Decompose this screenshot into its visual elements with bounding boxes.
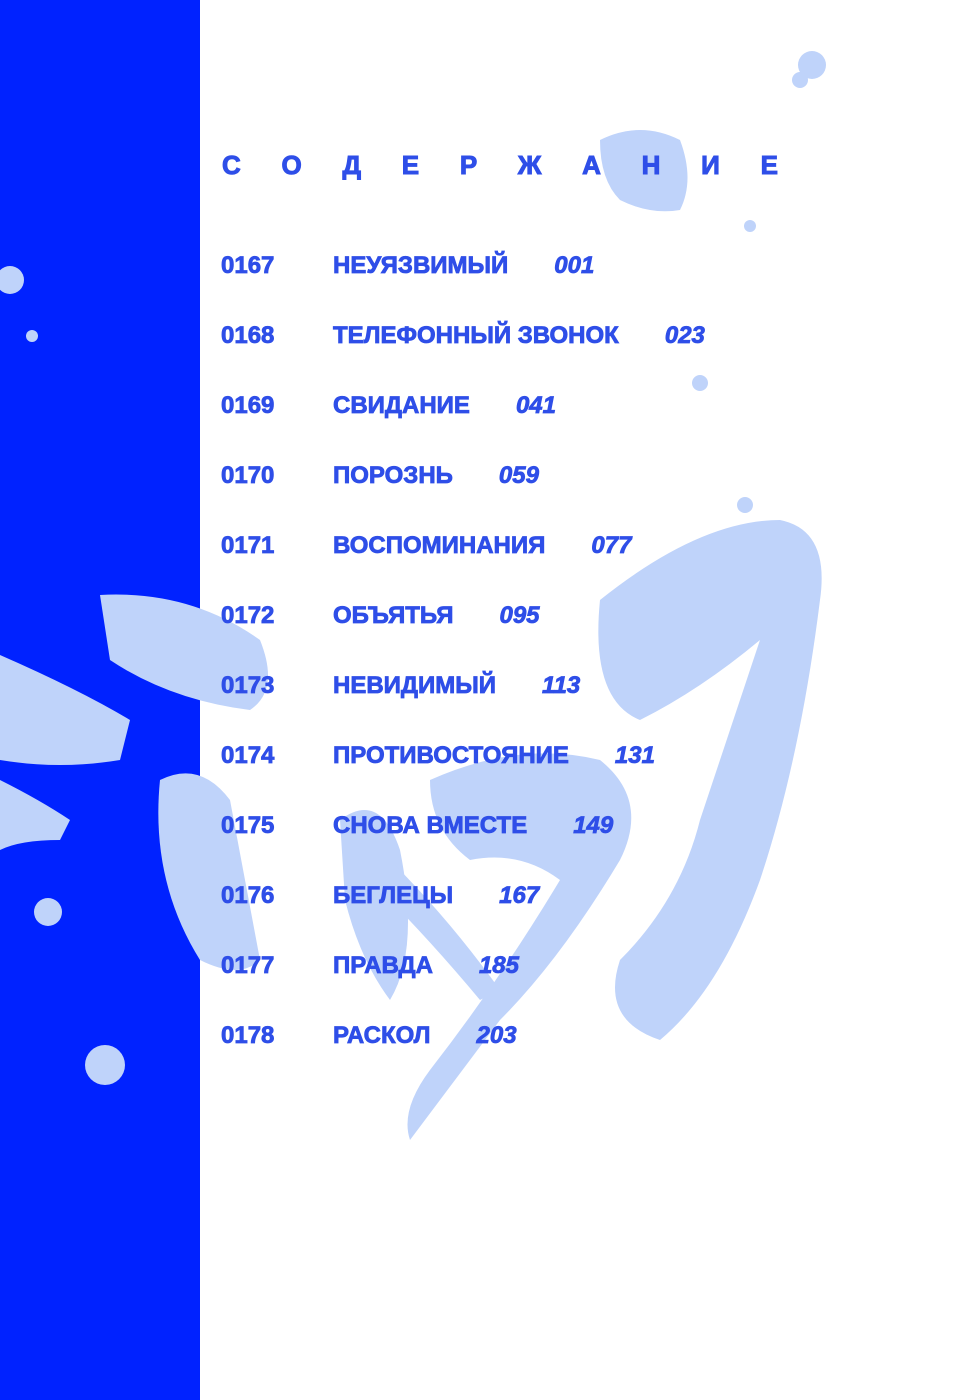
chapter-title: ПРОТИВОСТОЯНИЕ bbox=[333, 742, 570, 770]
page-number: 185 bbox=[478, 952, 520, 980]
page-number: 149 bbox=[573, 812, 614, 840]
chapter-number: 0177 bbox=[221, 952, 275, 980]
heading-letter: Е bbox=[760, 150, 778, 181]
chapter-title: НЕУЯЗВИМЫЙ bbox=[333, 252, 509, 280]
chapter-title: ПОРОЗНЬ bbox=[333, 462, 454, 490]
chapter-number: 0178 bbox=[221, 1022, 275, 1050]
toc-entry[interactable]: 0172 ОБЪЯТЬЯ 095 bbox=[221, 600, 705, 670]
chapter-number: 0170 bbox=[221, 462, 275, 490]
page-number: 095 bbox=[499, 602, 540, 630]
chapter-title: СНОВА ВМЕСТЕ bbox=[333, 812, 528, 840]
toc-entry[interactable]: 0173 НЕВИДИМЫЙ 113 bbox=[221, 670, 705, 740]
heading-letter: А bbox=[582, 150, 602, 181]
heading-letter: Р bbox=[459, 150, 478, 181]
page-number: 059 bbox=[498, 462, 540, 490]
toc-entry[interactable]: 0177 ПРАВДА 185 bbox=[221, 950, 705, 1020]
chapter-number: 0167 bbox=[221, 252, 275, 280]
chapter-number: 0169 bbox=[221, 392, 275, 420]
chapter-title: ВОСПОМИНАНИЯ bbox=[333, 532, 546, 560]
heading-letter: Д bbox=[342, 150, 362, 181]
toc-entry[interactable]: 0169 СВИДАНИЕ 041 bbox=[221, 390, 705, 460]
toc-entry[interactable]: 0171 ВОСПОМИНАНИЯ 077 bbox=[221, 530, 705, 600]
page-number: 113 bbox=[542, 672, 581, 700]
heading-letter: Е bbox=[401, 150, 420, 181]
chapter-title: ПРАВДА bbox=[333, 952, 434, 980]
chapter-title: ТЕЛЕФОННЫЙ ЗВОНОК bbox=[333, 322, 620, 350]
chapter-title: СВИДАНИЕ bbox=[333, 392, 471, 420]
toc-entry[interactable]: 0175 СНОВА ВМЕСТЕ 149 bbox=[221, 810, 705, 880]
page-number: 001 bbox=[554, 252, 595, 280]
chapter-title: НЕВИДИМЫЙ bbox=[333, 672, 497, 700]
page-number: 131 bbox=[614, 742, 656, 770]
chapter-title: БЕГЛЕЦЫ bbox=[333, 882, 454, 910]
toc-entry[interactable]: 0170 ПОРОЗНЬ 059 bbox=[221, 460, 705, 530]
chapter-number: 0171 bbox=[221, 532, 275, 560]
table-of-contents: 0167 НЕУЯЗВИМЫЙ 001 0168 ТЕЛЕФОННЫЙ ЗВОНОК 02… bbox=[221, 250, 706, 1090]
chapter-number: 0173 bbox=[221, 672, 275, 700]
chapter-number: 0175 bbox=[221, 812, 275, 840]
toc-entry[interactable]: 0174 ПРОТИВОСТОЯНИЕ 131 bbox=[221, 740, 705, 810]
chapter-number: 0172 bbox=[221, 602, 275, 630]
chapter-number: 0176 bbox=[221, 882, 275, 910]
toc-entry[interactable]: 0168 ТЕЛЕФОННЫЙ ЗВОНОК 023 bbox=[221, 320, 706, 390]
toc-entry[interactable]: 0167 НЕУЯЗВИМЫЙ 001 bbox=[221, 250, 705, 320]
toc-entry[interactable]: 0178 РАСКОЛ 203 bbox=[221, 1020, 705, 1090]
page-number: 077 bbox=[591, 532, 632, 560]
heading-letter: Ж bbox=[517, 150, 542, 181]
toc-entry[interactable]: 0176 БЕГЛЕЦЫ 167 bbox=[221, 880, 705, 950]
heading-letter: И bbox=[701, 150, 721, 181]
page-number: 167 bbox=[499, 882, 540, 910]
heading-letter: Н bbox=[641, 150, 661, 181]
page-number: 023 bbox=[664, 322, 705, 350]
page-number: 203 bbox=[476, 1022, 517, 1050]
heading-letter: О bbox=[281, 150, 302, 181]
page-number: 041 bbox=[515, 392, 557, 420]
chapter-title: РАСКОЛ bbox=[333, 1022, 431, 1050]
chapter-number: 0174 bbox=[221, 742, 275, 770]
chapter-title: ОБЪЯТЬЯ bbox=[333, 602, 454, 630]
heading-letter: С bbox=[222, 150, 242, 181]
chapter-number: 0168 bbox=[221, 322, 275, 350]
